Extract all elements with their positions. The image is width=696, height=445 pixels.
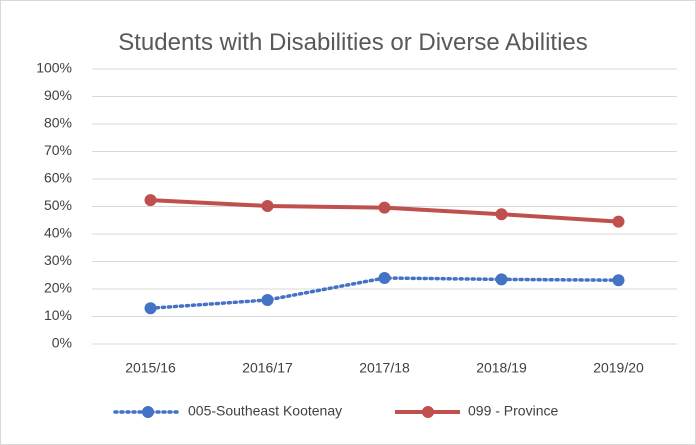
x-tick-label: 2015/16	[125, 360, 176, 376]
x-tick-label: 2018/19	[476, 360, 527, 376]
data-point	[261, 199, 274, 212]
data-point	[495, 273, 508, 286]
y-tick-label: 70%	[44, 142, 72, 158]
x-tick-label: 2019/20	[593, 360, 644, 376]
x-tick-label: 2017/18	[359, 360, 410, 376]
y-tick-label: 50%	[44, 197, 72, 213]
y-tick-label: 100%	[36, 60, 72, 76]
data-point	[378, 272, 391, 284]
y-tick-label: 60%	[44, 170, 72, 186]
chart-title: Students with Disabilities or Diverse Ab…	[118, 29, 588, 56]
y-tick-label: 40%	[44, 225, 72, 241]
y-tick-label: 80%	[44, 115, 72, 131]
data-point	[144, 302, 157, 315]
data-point	[144, 194, 157, 207]
data-point	[612, 274, 625, 287]
legend-marker	[422, 406, 434, 418]
y-tick-label: 0%	[52, 335, 72, 351]
y-tick-label: 90%	[44, 87, 72, 103]
legend-label: 099 - Province	[468, 403, 558, 419]
legend-label: 005-Southeast Kootenay	[188, 403, 342, 419]
legend-marker	[142, 406, 154, 418]
data-point	[612, 215, 625, 228]
y-tick-label: 10%	[44, 307, 72, 323]
data-point	[495, 208, 508, 221]
y-tick-label: 20%	[44, 280, 72, 296]
data-point	[261, 294, 274, 306]
y-tick-label: 30%	[44, 252, 72, 268]
x-tick-label: 2016/17	[242, 360, 293, 376]
data-point	[378, 201, 391, 214]
